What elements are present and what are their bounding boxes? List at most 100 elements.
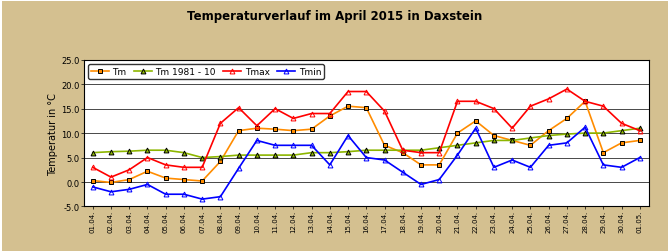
Tmin bbox=[617, 166, 626, 169]
Tm 1981 - 10 bbox=[271, 154, 279, 157]
Tm 1981 - 10 bbox=[490, 139, 498, 142]
Tmax bbox=[308, 113, 316, 116]
Tm bbox=[143, 170, 151, 173]
Tmin bbox=[253, 139, 261, 142]
Tm bbox=[399, 151, 407, 154]
Tm 1981 - 10 bbox=[545, 135, 553, 138]
Tmax bbox=[289, 117, 297, 120]
Tm 1981 - 10 bbox=[180, 151, 188, 154]
Tm 1981 - 10 bbox=[527, 137, 535, 140]
Tm bbox=[162, 177, 170, 180]
Tm 1981 - 10 bbox=[581, 132, 589, 135]
Tm bbox=[216, 160, 224, 163]
Tmin bbox=[107, 191, 115, 194]
Tm 1981 - 10 bbox=[308, 151, 316, 154]
Tmax bbox=[527, 105, 535, 108]
Tmin bbox=[527, 166, 535, 169]
Tmin bbox=[125, 188, 133, 191]
Tm 1981 - 10 bbox=[143, 149, 151, 152]
Tmax bbox=[417, 151, 425, 154]
Tm bbox=[125, 178, 133, 181]
Tm 1981 - 10 bbox=[454, 144, 462, 147]
Tmin bbox=[581, 126, 589, 129]
Tm 1981 - 10 bbox=[89, 151, 97, 154]
Tm bbox=[436, 164, 444, 167]
Tmin bbox=[308, 144, 316, 147]
Tm 1981 - 10 bbox=[289, 154, 297, 157]
Tmax bbox=[89, 166, 97, 169]
Tm 1981 - 10 bbox=[636, 127, 644, 130]
Tmin bbox=[436, 178, 444, 181]
Tm 1981 - 10 bbox=[436, 147, 444, 150]
Tm 1981 - 10 bbox=[381, 149, 389, 152]
Tm bbox=[563, 117, 571, 120]
Tmax bbox=[326, 113, 334, 116]
Tmax bbox=[399, 149, 407, 152]
Tm 1981 - 10 bbox=[472, 142, 480, 145]
Tm bbox=[527, 144, 535, 147]
Tm bbox=[198, 180, 206, 183]
Tmin bbox=[363, 156, 371, 160]
Tm 1981 - 10 bbox=[617, 130, 626, 133]
Tm bbox=[490, 135, 498, 138]
Line: Tm 1981 - 10: Tm 1981 - 10 bbox=[90, 126, 642, 160]
Tm bbox=[417, 164, 425, 167]
Tm bbox=[253, 127, 261, 130]
Tmax bbox=[454, 100, 462, 103]
Tm 1981 - 10 bbox=[326, 151, 334, 154]
Tmin bbox=[289, 144, 297, 147]
Tmax bbox=[617, 122, 626, 125]
Tm 1981 - 10 bbox=[198, 156, 206, 160]
Tmax bbox=[253, 125, 261, 128]
Tmin bbox=[636, 156, 644, 160]
Tm bbox=[271, 128, 279, 131]
Tmin bbox=[545, 144, 553, 147]
Tm bbox=[289, 130, 297, 133]
Line: Tmax: Tmax bbox=[90, 87, 642, 180]
Tmin bbox=[381, 159, 389, 162]
Tmax bbox=[271, 108, 279, 111]
Legend: Tm, Tm 1981 - 10, Tmax, Tmin: Tm, Tm 1981 - 10, Tmax, Tmin bbox=[88, 65, 324, 79]
Tmin bbox=[508, 159, 516, 162]
Tm 1981 - 10 bbox=[399, 149, 407, 152]
Tmax bbox=[599, 105, 607, 108]
Tmin bbox=[599, 164, 607, 167]
Tm bbox=[472, 120, 480, 123]
Tm bbox=[599, 151, 607, 154]
Tmax bbox=[381, 110, 389, 113]
Tmax bbox=[216, 122, 224, 125]
Tm 1981 - 10 bbox=[162, 149, 170, 152]
Tmax bbox=[235, 107, 243, 110]
Tmax bbox=[508, 127, 516, 130]
Tmax bbox=[363, 91, 371, 94]
Tm 1981 - 10 bbox=[235, 154, 243, 157]
Tmax bbox=[490, 108, 498, 111]
Tmin bbox=[235, 167, 243, 170]
Tm 1981 - 10 bbox=[253, 154, 261, 157]
Tm bbox=[508, 139, 516, 142]
Tm 1981 - 10 bbox=[363, 149, 371, 152]
Tmax bbox=[198, 166, 206, 169]
Tm 1981 - 10 bbox=[599, 132, 607, 135]
Tm 1981 - 10 bbox=[417, 149, 425, 152]
Tmax bbox=[436, 151, 444, 154]
Tmax bbox=[581, 100, 589, 103]
Tmin bbox=[89, 186, 97, 189]
Tmin bbox=[162, 193, 170, 196]
Tm bbox=[636, 139, 644, 142]
Tm bbox=[89, 179, 97, 182]
Tmin bbox=[271, 144, 279, 147]
Tm bbox=[326, 115, 334, 118]
Tmin bbox=[198, 198, 206, 201]
Tmax bbox=[107, 176, 115, 179]
Tm bbox=[107, 181, 115, 184]
Tm bbox=[617, 142, 626, 145]
Y-axis label: Temperatur in °C: Temperatur in °C bbox=[48, 92, 58, 175]
Tm bbox=[308, 128, 316, 131]
Tmax bbox=[563, 88, 571, 91]
Tm 1981 - 10 bbox=[508, 139, 516, 142]
Tm 1981 - 10 bbox=[125, 150, 133, 153]
Tmin bbox=[216, 195, 224, 198]
Tm bbox=[180, 178, 188, 181]
Tmin bbox=[563, 142, 571, 145]
